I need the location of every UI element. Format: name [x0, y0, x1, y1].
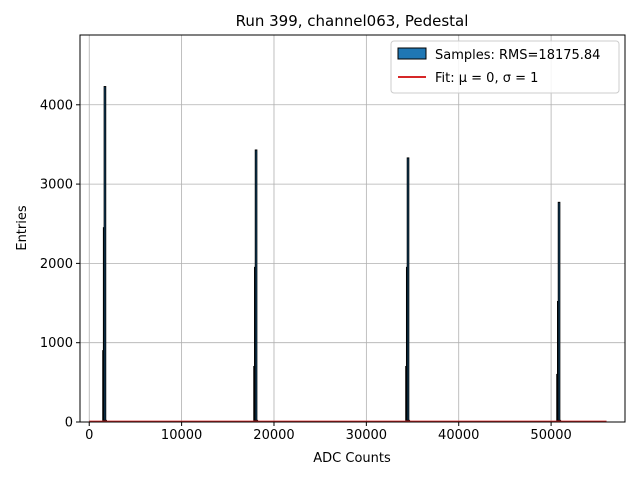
legend-label-samples: Samples: RMS=18175.84	[435, 48, 600, 63]
histogram-bar	[103, 86, 107, 423]
histogram-bar	[254, 149, 258, 423]
legend-box	[390, 40, 620, 94]
legend-patch-samples	[397, 47, 427, 60]
histogram-bar	[557, 201, 561, 423]
histogram-bar	[406, 157, 410, 423]
grid	[80, 35, 625, 423]
x-tick-label: 10000	[161, 428, 202, 443]
y-tick-label: 4000	[40, 98, 73, 113]
y-axis: 0 1000 2000 3000 4000	[40, 98, 80, 431]
legend: Samples: RMS=18175.84 Fit: μ = 0, σ = 1	[390, 40, 620, 94]
x-axis-label: ADC Counts	[313, 451, 391, 466]
y-axis-label: Entries	[15, 205, 30, 251]
y-tick-label: 3000	[40, 178, 73, 193]
x-tick-label: 50000	[530, 428, 571, 443]
plot-frame	[79, 34, 626, 423]
x-axis: 0 10000 20000 30000 40000 50000	[85, 422, 572, 443]
y-tick-label: 0	[65, 416, 73, 431]
legend-label-fit: Fit: μ = 0, σ = 1	[435, 71, 538, 86]
y-tick-label: 2000	[40, 257, 73, 272]
x-tick-label: 20000	[253, 428, 294, 443]
y-tick-label: 1000	[40, 336, 73, 351]
x-tick-label: 30000	[346, 428, 387, 443]
x-tick-label: 40000	[438, 428, 479, 443]
chart-title: Run 399, channel063, Pedestal	[236, 12, 469, 30]
x-tick-label: 0	[85, 428, 93, 443]
